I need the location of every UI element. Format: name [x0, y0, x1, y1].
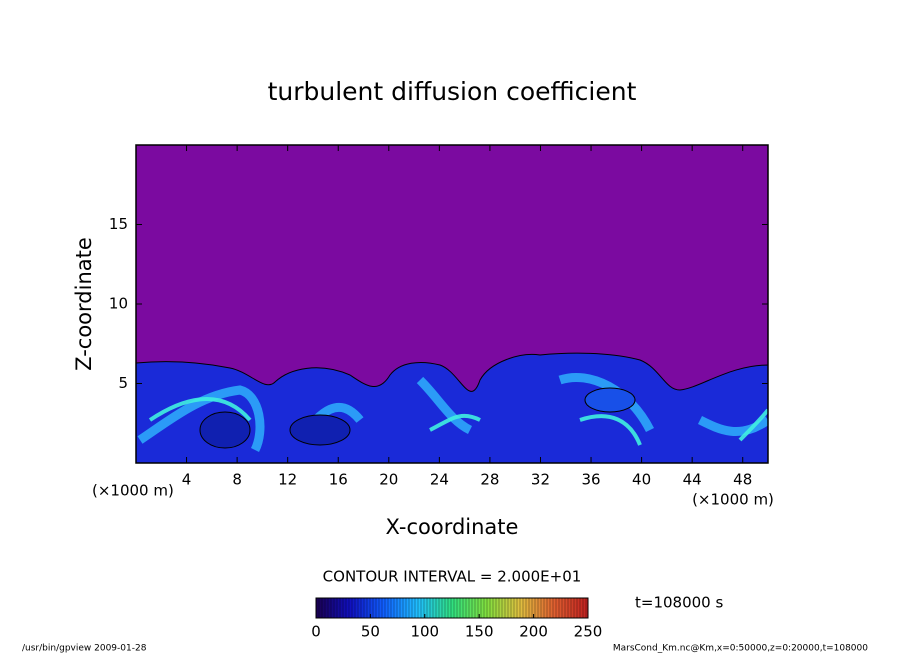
x-tick-label: 8	[232, 471, 242, 489]
y-unit: (×1000 m)	[692, 491, 774, 509]
contour-interval: CONTOUR INTERVAL = 2.000E+01	[323, 568, 582, 586]
colorbar-tick-label: 50	[361, 623, 380, 641]
x-tick-label: 48	[733, 471, 752, 489]
chart-title: turbulent diffusion coefficient	[268, 77, 637, 106]
colorbar-tick-label: 0	[311, 623, 321, 641]
x-tick-label: 36	[581, 471, 600, 489]
x-tick-label: 24	[430, 471, 449, 489]
x-tick-label: 32	[531, 471, 550, 489]
y-axis-label: Z-coordinate	[72, 237, 96, 371]
x-tick-label: 28	[480, 471, 499, 489]
x-tick-label: 4	[182, 471, 192, 489]
x-unit: (×1000 m)	[92, 482, 174, 500]
x-axis-label: X-coordinate	[386, 515, 519, 539]
colorbar-tick-label: 100	[410, 623, 439, 641]
time-label: t=108000 s	[635, 594, 723, 612]
y-tick-label: 5	[118, 374, 128, 392]
colorbar-tick-label: 150	[465, 623, 494, 641]
x-tick-label: 44	[683, 471, 702, 489]
y-tick-label: 10	[109, 295, 128, 313]
x-tick-label: 20	[379, 471, 398, 489]
footer-left: /usr/bin/gpview 2009-01-28	[22, 644, 147, 654]
x-tick-label: 12	[278, 471, 297, 489]
x-tick-label: 16	[329, 471, 348, 489]
colorbar-tick-label: 200	[519, 623, 548, 641]
colorbar-tick-label: 250	[574, 623, 603, 641]
footer-right: MarsCond_Km.nc@Km,x=0:50000,z=0:20000,t=…	[613, 644, 868, 654]
x-tick-label: 40	[632, 471, 651, 489]
field	[136, 352, 768, 463]
y-tick-label: 15	[109, 215, 128, 233]
